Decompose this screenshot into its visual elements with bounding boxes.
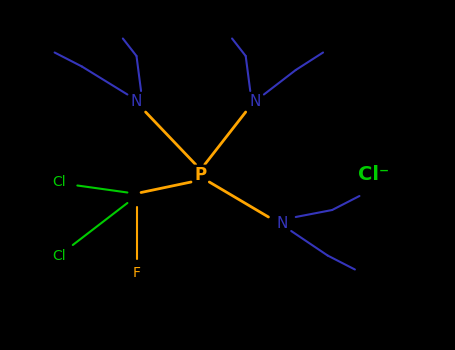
Text: Cl⁻: Cl⁻ bbox=[358, 166, 389, 184]
Text: Cl: Cl bbox=[52, 175, 66, 189]
Text: Cl: Cl bbox=[52, 248, 66, 262]
Text: N: N bbox=[249, 94, 260, 109]
Text: F: F bbox=[132, 266, 141, 280]
Text: P: P bbox=[194, 166, 206, 184]
Text: N: N bbox=[277, 217, 288, 231]
Text: N: N bbox=[131, 94, 142, 109]
